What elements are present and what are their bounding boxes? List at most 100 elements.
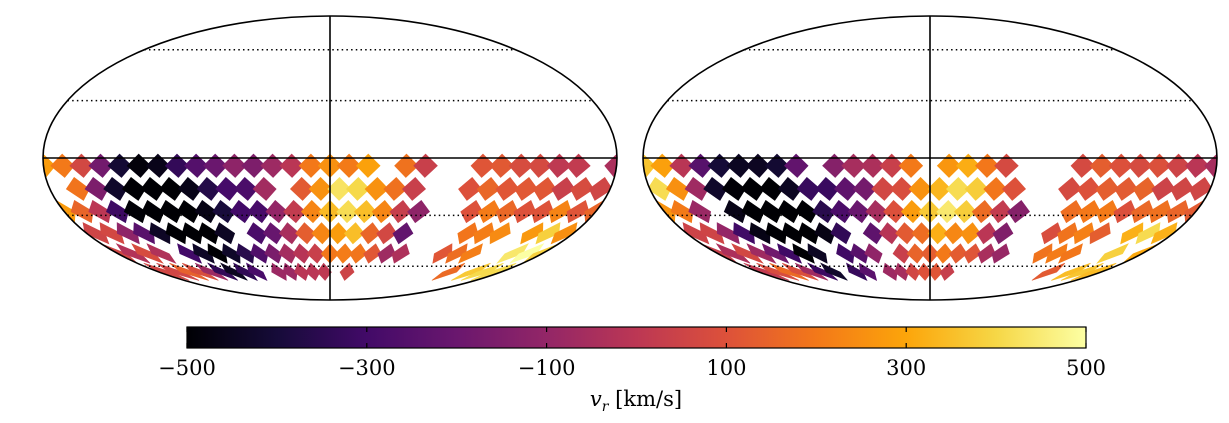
heatmap-cell <box>458 176 483 201</box>
heatmap-cell <box>364 176 389 201</box>
heatmap-cell <box>977 243 996 264</box>
heatmap-cell <box>927 176 952 201</box>
heatmap-cell <box>495 199 519 224</box>
heatmap-cell <box>278 222 300 245</box>
graticule <box>667 49 1193 267</box>
right-map <box>642 15 1218 301</box>
left-map <box>42 15 618 301</box>
heatmap-cell <box>783 153 809 178</box>
heatmap-cell <box>489 153 515 178</box>
heatmap-cell <box>141 199 165 224</box>
heatmap-cell <box>814 222 836 245</box>
heatmap-cell <box>394 153 419 178</box>
heatmap-cell <box>1089 153 1115 178</box>
heatmap-cell <box>159 176 184 201</box>
heatmap-cell <box>145 153 171 178</box>
heatmap-cell <box>746 243 777 264</box>
heatmap-cell <box>222 153 247 178</box>
heatmap-cell <box>88 153 114 178</box>
heatmap-cell <box>777 243 803 264</box>
heatmap-cell <box>159 199 182 224</box>
heatmap-cell <box>246 262 268 282</box>
heatmap-cell <box>513 199 537 224</box>
heatmap-cell <box>781 222 803 245</box>
map-outline <box>642 15 1218 301</box>
heatmap-cell <box>70 199 94 224</box>
heatmap-cell <box>250 243 269 264</box>
heatmap-cell <box>165 222 187 245</box>
heatmap-cell <box>460 262 504 281</box>
heatmap-cell <box>794 199 818 224</box>
heatmap-cell <box>1135 222 1161 245</box>
heatmap-cell <box>745 153 771 178</box>
heatmap-cell <box>278 243 297 264</box>
heatmap-cell <box>509 243 545 264</box>
heatmap-cell <box>669 153 694 178</box>
heatmap-cell <box>1131 199 1154 224</box>
heatmap-cell <box>1001 176 1027 201</box>
heatmap-cell <box>339 262 355 281</box>
heatmap-cell <box>665 176 690 201</box>
heatmap-cell <box>688 153 714 178</box>
heatmap-cell <box>546 153 572 178</box>
heatmap-cell <box>1108 153 1134 178</box>
heatmap-cell <box>975 153 1000 178</box>
heatmap-cell <box>292 243 311 264</box>
heatmap-cell <box>532 176 557 201</box>
heatmap-cell <box>176 199 200 224</box>
heatmap-cell <box>106 199 129 224</box>
heatmap-cell <box>169 262 209 281</box>
heatmap-cell <box>470 153 496 178</box>
heatmap-cell <box>945 176 971 201</box>
heatmap-cell <box>107 153 133 178</box>
heatmap-cell <box>183 153 209 178</box>
heatmap-cell <box>994 153 1019 178</box>
heatmap-cell <box>1041 222 1063 245</box>
heatmap-cell <box>1151 176 1176 201</box>
heatmap-cell <box>792 243 815 264</box>
heatmap-cell <box>196 176 221 201</box>
heatmap-cell <box>115 243 151 264</box>
colorbar-gradient <box>186 326 1087 349</box>
heatmap-cell <box>878 222 900 245</box>
heatmap-cell <box>50 153 75 178</box>
heatmap-cell <box>496 243 529 264</box>
colorbar-tick-label: −300 <box>338 356 396 380</box>
heatmap-cell <box>1089 222 1111 245</box>
heatmap-cell <box>721 176 746 201</box>
heatmap-cell <box>794 262 829 281</box>
heatmap-cell <box>829 199 853 224</box>
heatmap-cell <box>1185 153 1210 178</box>
heatmap-cell <box>116 222 140 245</box>
heatmap-cell <box>252 176 277 201</box>
heatmap-cell <box>451 262 491 281</box>
heatmap-cell <box>262 222 284 245</box>
heatmap-cell <box>761 243 790 264</box>
heatmap-cell <box>943 222 965 245</box>
heatmap-cell <box>298 153 324 178</box>
heatmap-cell <box>389 199 413 224</box>
heatmap-cell <box>236 243 255 264</box>
heatmap-cell <box>822 153 847 178</box>
heatmap-cell <box>1120 222 1144 245</box>
heatmap-cell <box>927 222 949 245</box>
heatmap-cell <box>796 176 821 201</box>
heatmap-cell <box>360 222 382 245</box>
heatmap-cell <box>963 243 982 264</box>
heatmap-cell <box>457 222 479 245</box>
heatmap-cell <box>894 262 909 281</box>
heatmap-cell <box>756 262 800 281</box>
heatmap-cell <box>749 222 771 245</box>
heatmap-cell <box>807 243 828 264</box>
heatmap-cell <box>232 262 259 282</box>
heatmap-cell <box>363 243 382 264</box>
heatmap-cell <box>192 243 215 264</box>
heatmap-cell <box>495 176 520 201</box>
heatmap-cell <box>133 222 155 245</box>
map-outline <box>42 15 618 301</box>
heatmap-cell <box>177 176 202 201</box>
heatmap-cell <box>570 176 595 201</box>
heatmap-cell <box>149 222 171 245</box>
heatmap-cell <box>327 176 352 201</box>
heatmap-cell <box>1114 176 1139 201</box>
